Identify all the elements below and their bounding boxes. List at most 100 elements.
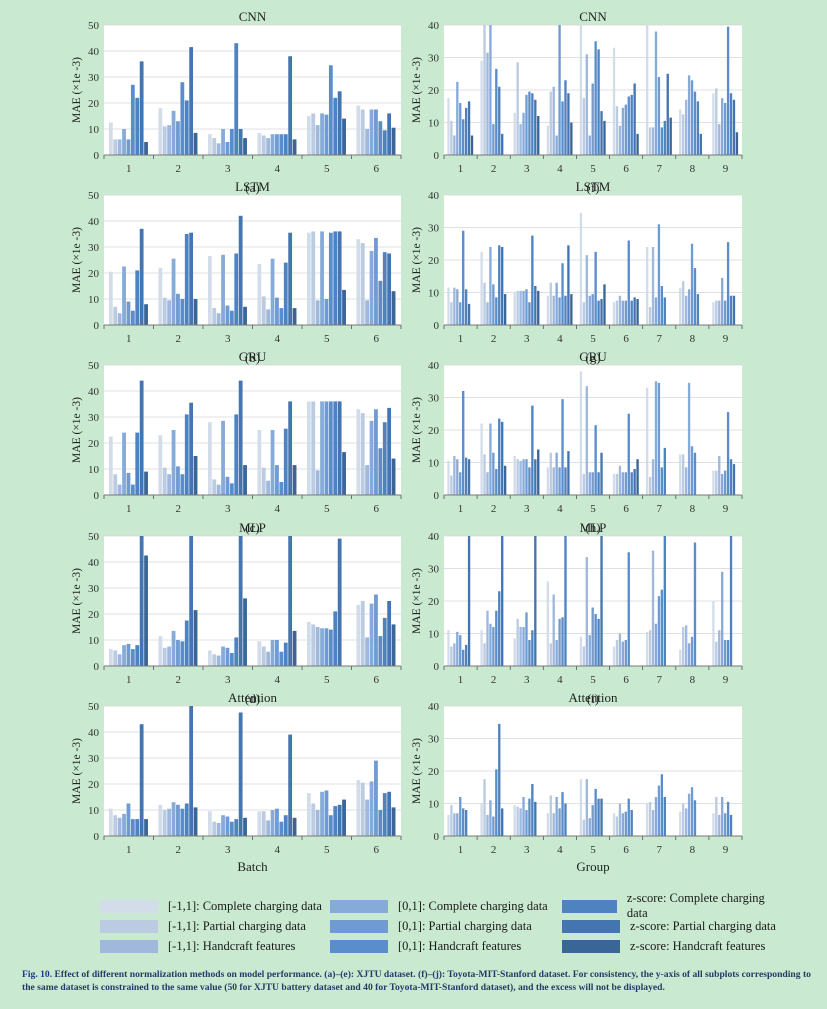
bar: [459, 635, 462, 666]
legend-item: [0,1]: Complete charging data: [330, 897, 548, 915]
bar: [687, 75, 691, 155]
bar: [221, 129, 225, 155]
y-axis-label: MAE (×1e -3): [71, 227, 83, 293]
bar: [600, 798, 603, 836]
bar: [122, 813, 126, 836]
y-tick-label: 10: [428, 458, 440, 470]
x-tick-label: 8: [690, 844, 696, 856]
x-tick-label: 4: [275, 503, 281, 515]
bar: [501, 536, 504, 666]
bar: [495, 68, 498, 155]
y-tick-label: 40: [428, 190, 440, 202]
y-tick-label: 10: [88, 294, 100, 306]
bar: [158, 108, 163, 155]
x-tick-label: 5: [590, 163, 596, 175]
bar: [546, 581, 549, 666]
bar: [501, 808, 504, 836]
bar: [555, 282, 558, 325]
y-tick-label: 10: [428, 118, 440, 130]
bar: [723, 640, 727, 666]
bar: [582, 302, 586, 325]
bar: [627, 96, 630, 155]
x-tick-label: 6: [374, 844, 380, 856]
bar: [663, 120, 666, 155]
bar: [726, 640, 730, 666]
bar: [447, 814, 450, 836]
bar: [320, 231, 324, 325]
x-tick-label: 9: [723, 844, 729, 856]
bar: [555, 135, 558, 155]
x-tick-label: 2: [491, 503, 497, 515]
bar: [450, 475, 453, 495]
y-tick-label: 20: [428, 425, 440, 437]
subplot-title: Attention: [568, 690, 618, 705]
bar: [612, 47, 616, 155]
subplot-title: LSTM: [235, 179, 270, 194]
bar: [729, 814, 733, 836]
bar: [135, 819, 140, 836]
bar: [489, 800, 492, 836]
y-tick-label: 40: [428, 360, 440, 372]
y-tick-label: 20: [428, 85, 440, 97]
bar: [275, 297, 279, 325]
bar: [176, 804, 180, 836]
x-tick-label: 6: [374, 163, 380, 175]
bar: [648, 630, 652, 666]
bar: [292, 465, 297, 495]
bar: [486, 52, 489, 155]
bar: [546, 295, 549, 325]
legend-item: [-1,1]: Handcraft features: [100, 937, 295, 955]
bar: [615, 473, 619, 495]
bar: [176, 466, 180, 495]
bar: [135, 270, 140, 325]
y-tick-label: 0: [434, 320, 440, 332]
bar: [369, 109, 374, 155]
bar: [561, 399, 564, 495]
bar: [122, 645, 126, 666]
bar: [651, 459, 655, 495]
x-tick-label: 8: [690, 163, 696, 175]
bar: [459, 302, 462, 325]
bar: [594, 425, 597, 495]
y-tick-label: 0: [434, 831, 440, 843]
subplot-title: GRU: [579, 349, 607, 364]
legend-label: [-1,1]: Partial charging data: [168, 918, 306, 933]
bar: [486, 610, 489, 666]
bar: [207, 134, 212, 155]
bar: [495, 469, 498, 495]
bar: [687, 382, 691, 495]
bar: [585, 255, 588, 325]
bar: [690, 636, 694, 666]
y-tick-label: 30: [88, 242, 100, 254]
bar: [216, 484, 221, 495]
y-tick-label: 40: [88, 46, 100, 58]
x-tick-label: 8: [690, 674, 696, 686]
bar: [229, 129, 234, 155]
x-tick-label: 5: [324, 163, 330, 175]
bar: [207, 650, 212, 666]
bar: [130, 84, 135, 155]
bar: [687, 643, 691, 666]
bar: [579, 371, 583, 495]
bar: [663, 797, 666, 836]
bar: [126, 139, 131, 155]
bar: [328, 65, 333, 155]
bar: [328, 232, 333, 325]
bar: [594, 251, 597, 325]
subplot-h: 0 10 20 30 40 1 2 3 4 5 6 7 8 9 GRU MAE (×1e -3) (h): [411, 349, 743, 535]
bar: [495, 610, 498, 666]
bar: [531, 405, 534, 495]
bar: [679, 454, 682, 495]
x-tick-label: 1: [126, 333, 132, 345]
bar: [292, 139, 297, 155]
bar: [126, 472, 131, 495]
bar: [712, 470, 715, 495]
bar: [315, 470, 320, 495]
bar: [144, 555, 148, 666]
bar: [594, 788, 597, 836]
bar: [288, 401, 293, 495]
bar: [666, 73, 669, 155]
bar: [234, 819, 239, 836]
bar: [715, 641, 718, 666]
bar: [564, 536, 567, 666]
